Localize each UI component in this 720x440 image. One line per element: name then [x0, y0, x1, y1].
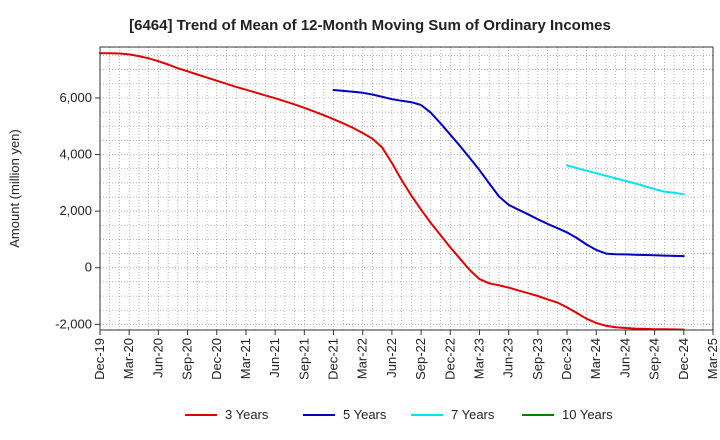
x-tick-label: Jun-21: [267, 338, 282, 378]
x-tick-label: Mar-24: [588, 338, 603, 379]
y-tick-label: 2,000: [59, 203, 92, 218]
x-tick-label: Dec-22: [442, 338, 457, 380]
x-tick-label: Dec-19: [92, 338, 107, 380]
series-line-1: [99, 52, 685, 331]
x-tick-label: Jun-23: [501, 338, 516, 378]
y-axis-label: Amount (million yen): [7, 129, 22, 248]
x-tick-label: Sep-21: [296, 338, 311, 380]
x-tick-label: Mar-21: [238, 338, 253, 379]
y-tick-label: 4,000: [59, 147, 92, 162]
grid: [100, 47, 713, 330]
x-tick-label: Dec-20: [209, 338, 224, 380]
legend-label-1: 3 Years: [225, 407, 269, 422]
x-tick-label: Mar-23: [471, 338, 486, 379]
y-tick-label: 6,000: [59, 90, 92, 105]
x-tick-label: Dec-21: [326, 338, 341, 380]
x-tick-label: Mar-25: [705, 338, 720, 379]
x-tick-label: Dec-24: [676, 338, 691, 380]
series-group: [99, 52, 685, 331]
series-line-3: [566, 164, 685, 196]
x-tick-label: Jun-20: [150, 338, 165, 378]
legend-label-3: 7 Years: [451, 407, 495, 422]
legend-label-2: 5 Years: [343, 407, 387, 422]
chart-title: [6464] Trend of Mean of 12-Month Moving …: [129, 17, 611, 34]
x-tick-label: Mar-20: [121, 338, 136, 379]
axes: -2,000 0 2,000 4,000 6,000 Dec-19 Mar-20 Jun-20…: [55, 46, 720, 380]
legend-label-4: 10 Years: [562, 407, 613, 422]
plot-border: [99, 46, 714, 331]
y-tick-label: 0: [85, 260, 92, 275]
x-tick-label: Sep-20: [180, 338, 195, 380]
x-tick-label: Sep-24: [647, 338, 662, 380]
series-line-2: [332, 89, 685, 258]
x-tick-label: Jun-24: [617, 338, 632, 378]
x-tick-label: Sep-23: [530, 338, 545, 380]
x-tick-label: Jun-22: [384, 338, 399, 378]
y-tick-label: -2,000: [55, 316, 92, 331]
legend: 3 Years 5 Years 7 Years 10 Years: [185, 407, 613, 422]
x-tick-label: Mar-22: [355, 338, 370, 379]
x-tick-label: Dec-23: [559, 338, 574, 380]
x-tick-label: Sep-22: [413, 338, 428, 380]
